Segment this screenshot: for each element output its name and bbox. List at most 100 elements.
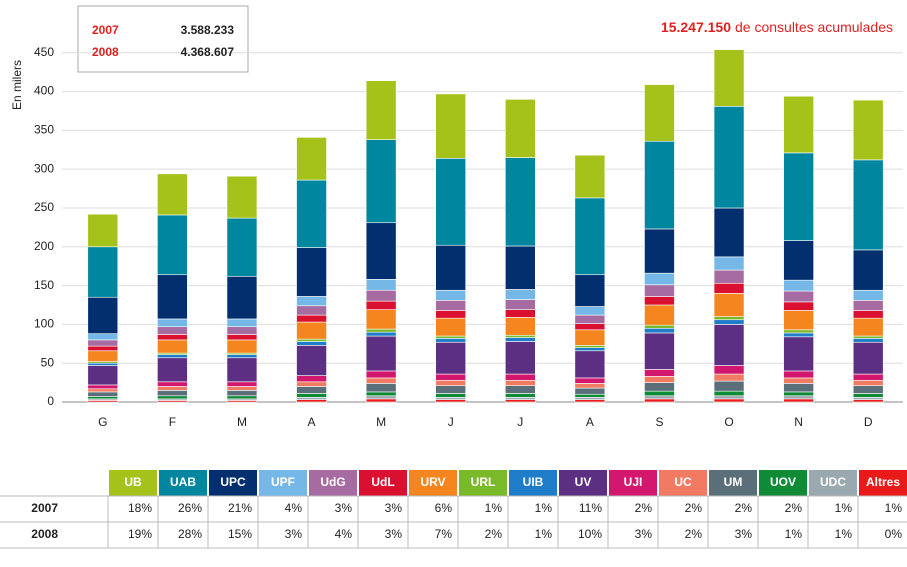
bar-segment — [713, 207, 745, 258]
y-tick-label: 200 — [34, 239, 54, 253]
bar-segment — [296, 397, 327, 400]
x-tick-label: A — [308, 415, 316, 429]
bar-segment — [87, 388, 119, 393]
y-tick-label: 400 — [34, 84, 54, 98]
bar-segment — [852, 399, 884, 403]
table-header-cell — [159, 470, 207, 496]
table-cell: 3% — [335, 501, 353, 515]
bar-segment — [644, 398, 675, 403]
table-cell: 1% — [835, 527, 853, 541]
x-tick-label: S — [655, 415, 663, 429]
bar-segment — [713, 282, 745, 294]
x-tick-label: G — [98, 415, 107, 429]
bar-segment — [644, 296, 675, 306]
x-tick-label: M — [237, 415, 247, 429]
bar-segment — [87, 246, 119, 298]
table-cell: 3% — [385, 501, 403, 515]
table-header: UDC — [820, 475, 846, 489]
bar-segment — [783, 310, 814, 331]
table-cell: 1% — [485, 501, 503, 515]
bar-segment — [296, 321, 327, 340]
bar-segment — [87, 296, 119, 335]
bar-segment — [435, 393, 467, 398]
annotation: 15.247.150 de consultes acumulades — [661, 19, 893, 35]
bar-segment — [226, 326, 258, 335]
bar-segment — [783, 240, 814, 281]
bar-segment — [226, 390, 258, 397]
y-tick-label: 350 — [34, 123, 54, 137]
bar-segment — [365, 80, 397, 140]
bar-segment — [435, 244, 467, 291]
bar-segment — [783, 398, 814, 403]
bar-segment — [157, 390, 188, 397]
legend-year: 2008 — [92, 45, 119, 59]
bar-segment — [852, 335, 884, 339]
bar-segment — [157, 214, 188, 276]
table-header-cell — [309, 470, 357, 496]
bar-segment — [87, 391, 119, 397]
bar-segment — [574, 387, 606, 395]
table-header-cell — [209, 470, 257, 496]
y-axis-label: En milers — [10, 60, 24, 110]
bar-segment — [87, 213, 119, 248]
bar-segment — [783, 370, 814, 379]
bar-segment — [713, 373, 745, 382]
bar-segment — [157, 395, 188, 400]
bar-segment — [783, 152, 814, 241]
bar-segment — [644, 390, 675, 397]
bar-segment — [574, 154, 606, 199]
bar-segment — [574, 399, 606, 403]
bar-segment — [226, 381, 258, 387]
table-header: UB — [124, 475, 142, 489]
bar-segment — [296, 305, 327, 316]
table-cell: 2% — [685, 501, 703, 515]
table-header: UV — [575, 475, 592, 489]
bar-segment — [852, 300, 884, 311]
table-header: UM — [724, 475, 743, 489]
bar-segment — [365, 328, 397, 333]
bar-segment — [852, 249, 884, 291]
bar-segment — [574, 314, 606, 324]
table-header: UdL — [371, 475, 394, 489]
table-cell: 3% — [285, 527, 303, 541]
bar-segment — [644, 395, 675, 400]
table-cell: 11% — [579, 501, 602, 515]
bar-segment — [644, 228, 675, 274]
bar-segment — [504, 99, 536, 158]
x-tick-label: D — [864, 415, 873, 429]
bar-segment — [713, 324, 745, 366]
table-cell: 2% — [735, 501, 753, 515]
table-header-cell — [659, 470, 707, 496]
bar-segment — [365, 370, 397, 379]
table-header: URV — [420, 475, 445, 489]
bar-segment — [226, 275, 258, 320]
bar-segment — [504, 393, 536, 398]
bar-segment — [87, 339, 119, 347]
bar-segment — [574, 347, 606, 352]
y-tick-label: 0 — [47, 394, 54, 408]
bar-segment — [226, 395, 258, 400]
table-header-cell — [809, 470, 857, 496]
bar-segment — [644, 324, 675, 329]
table-header-cell — [559, 470, 607, 496]
bar-segment — [365, 391, 397, 397]
bar-segment — [435, 300, 467, 311]
bar-segment — [435, 158, 467, 246]
bar-segment — [296, 247, 327, 297]
table-cell: 1% — [785, 527, 803, 541]
bar-segment — [157, 354, 188, 359]
table-cell: 10% — [578, 527, 602, 541]
bar-segment — [574, 306, 606, 316]
bar-segment — [226, 386, 258, 391]
bar-segment — [296, 345, 327, 376]
table-cell: 3% — [385, 527, 403, 541]
table-cell: 3% — [635, 527, 653, 541]
bar-segment — [783, 332, 814, 338]
bar-segment — [504, 317, 536, 336]
bar-segment — [226, 175, 258, 219]
bar-segment — [644, 327, 675, 334]
table-header: Altres — [866, 475, 900, 489]
bar-segment — [574, 197, 606, 276]
bar-segment — [157, 386, 188, 391]
bar-segment — [157, 274, 188, 320]
